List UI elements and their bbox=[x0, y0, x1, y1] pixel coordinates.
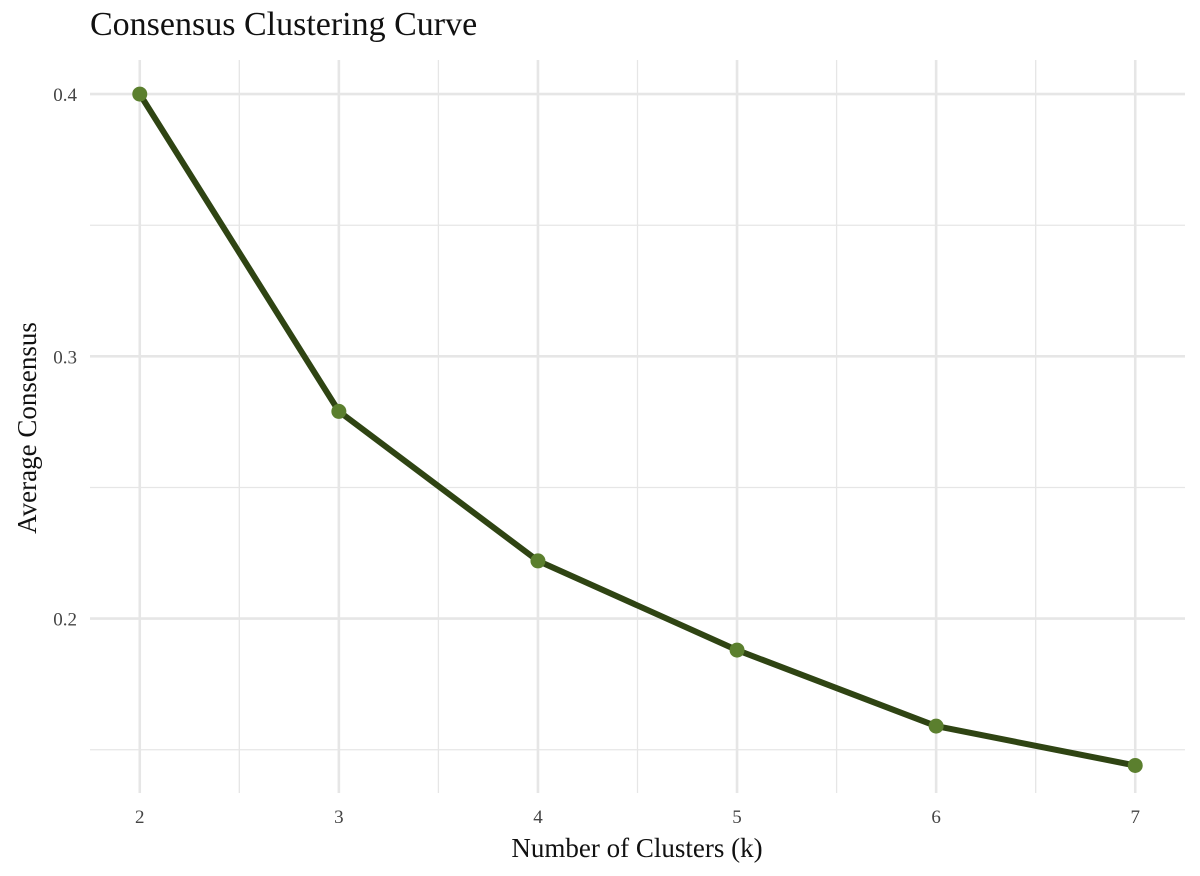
data-point bbox=[132, 86, 148, 102]
y-tick-label: 0.4 bbox=[53, 85, 77, 106]
data-point bbox=[729, 642, 745, 658]
y-tick-label: 0.3 bbox=[53, 347, 77, 368]
series-layer bbox=[132, 86, 1143, 773]
y-axis-ticks: 0.2 0.3 0.4 bbox=[53, 85, 77, 631]
y-tick-label: 0.2 bbox=[53, 610, 77, 631]
grid-major bbox=[90, 60, 1185, 793]
x-tick-label: 6 bbox=[931, 807, 941, 828]
x-tick-label: 3 bbox=[334, 807, 344, 828]
data-point bbox=[1127, 757, 1143, 773]
data-point bbox=[530, 553, 546, 569]
grid-minor bbox=[90, 60, 1185, 793]
x-axis-ticks: 2 3 4 5 6 7 bbox=[135, 807, 1140, 828]
x-tick-label: 7 bbox=[1130, 807, 1140, 828]
data-point bbox=[331, 403, 347, 419]
chart-title: Consensus Clustering Curve bbox=[90, 6, 478, 43]
series-line bbox=[136, 91, 1139, 769]
x-axis-title: Number of Clusters (k) bbox=[511, 833, 762, 863]
y-axis-title: Average Consensus bbox=[12, 322, 42, 534]
data-point bbox=[928, 718, 944, 734]
x-tick-label: 4 bbox=[533, 807, 543, 828]
x-tick-label: 5 bbox=[732, 807, 742, 828]
x-tick-label: 2 bbox=[135, 807, 145, 828]
